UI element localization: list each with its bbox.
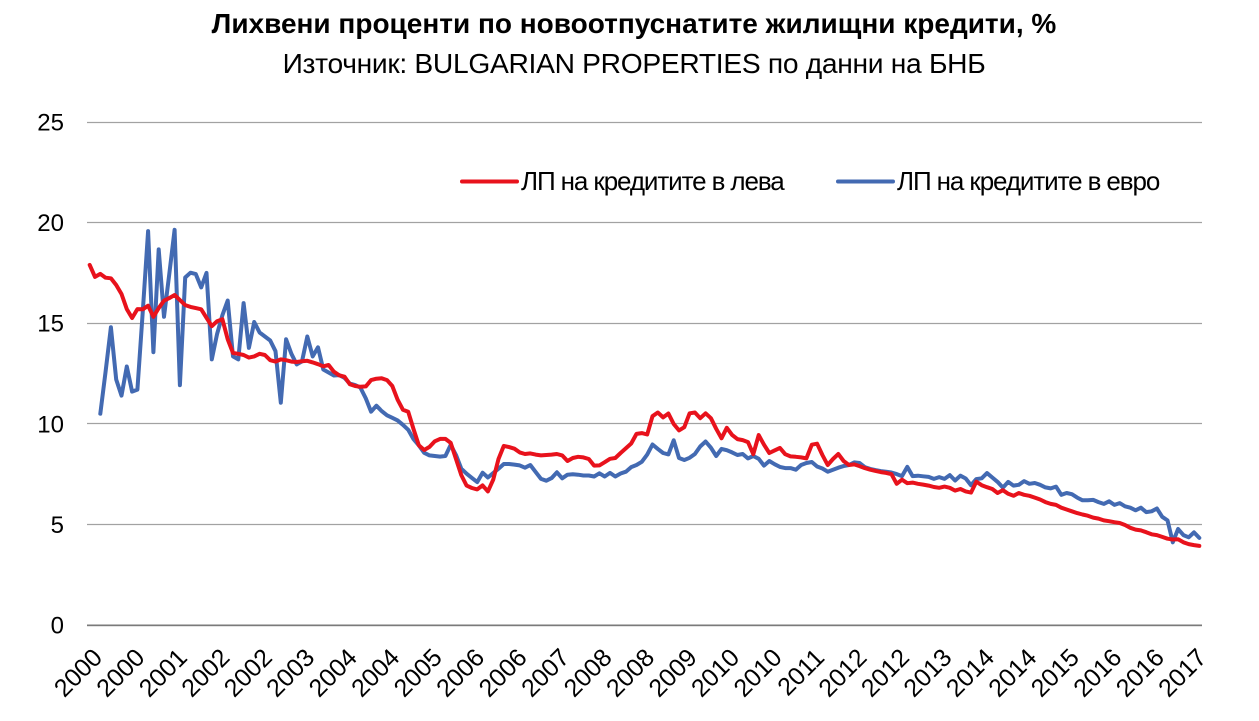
svg-text:Източник: BULGARIAN PROPERTIES: Източник: BULGARIAN PROPERTIES по данни … bbox=[283, 47, 986, 79]
svg-text:ЛП на кредитите в евро: ЛП на кредитите в евро bbox=[897, 166, 1160, 196]
svg-text:5: 5 bbox=[51, 512, 64, 539]
svg-text:10: 10 bbox=[37, 411, 64, 438]
svg-text:Лихвени проценти по новоотпусн: Лихвени проценти по новоотпуснатите жили… bbox=[212, 8, 1057, 39]
svg-text:ЛП на кредитите в лева: ЛП на кредитите в лева bbox=[521, 166, 785, 196]
svg-text:20: 20 bbox=[37, 210, 64, 237]
svg-text:0: 0 bbox=[51, 613, 64, 640]
svg-text:25: 25 bbox=[37, 110, 64, 137]
svg-text:15: 15 bbox=[37, 311, 64, 338]
